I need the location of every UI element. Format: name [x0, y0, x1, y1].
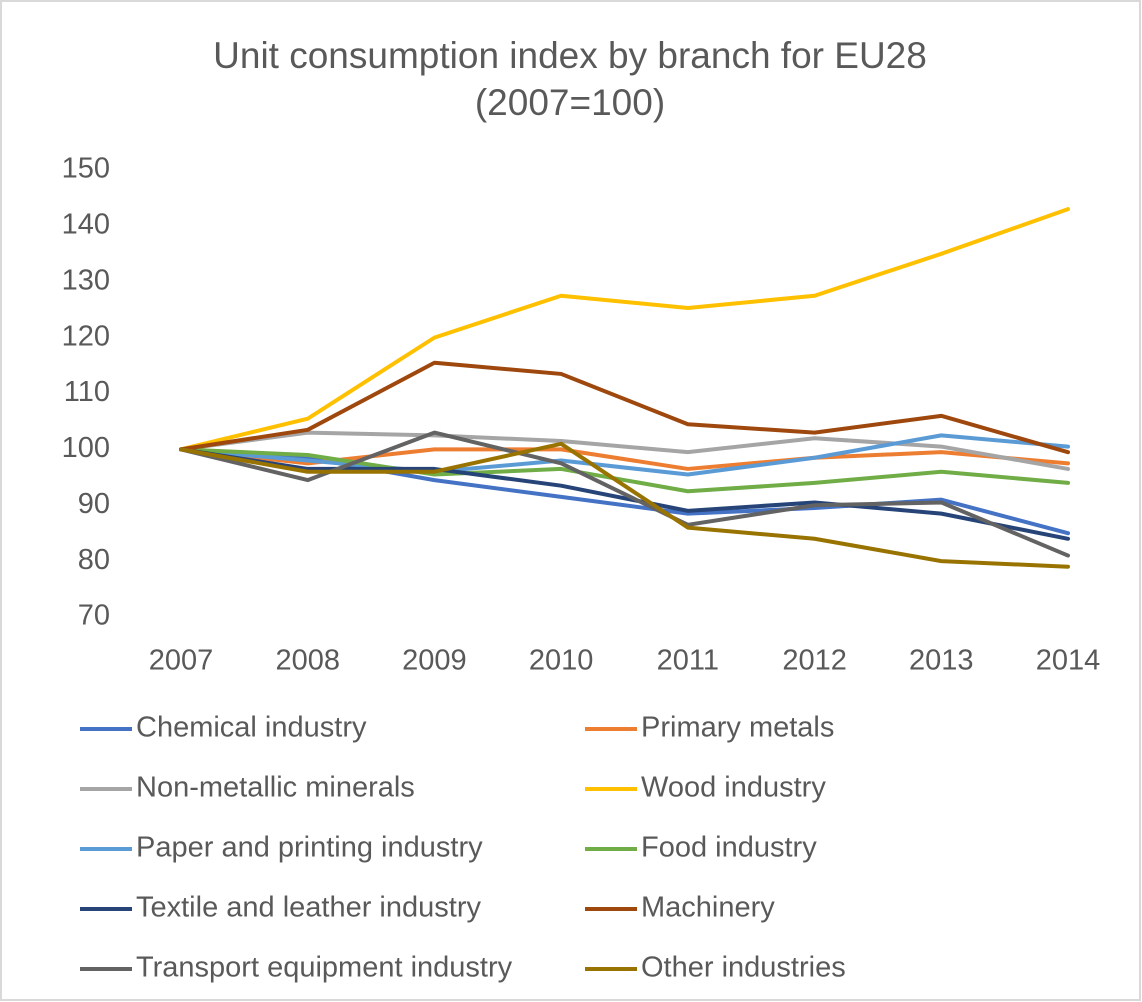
- series-line: [179, 447, 1070, 494]
- series-line: [179, 441, 1070, 569]
- x-tick-label: 2010: [529, 645, 594, 677]
- legend-label: Non-metallic minerals: [136, 772, 415, 804]
- series-line: [179, 360, 1070, 455]
- series-line: [179, 430, 1070, 471]
- x-tick-label: 2013: [909, 645, 974, 677]
- chart-subtitle: (2007=100): [475, 82, 665, 123]
- chart-title: Unit consumption index by branch for EU2…: [213, 35, 927, 76]
- y-tick-label: 140: [62, 209, 110, 241]
- legend-label: Food industry: [641, 832, 817, 864]
- series-line: [179, 447, 1070, 541]
- y-tick-label: 150: [62, 153, 110, 185]
- y-tick-label: 130: [62, 264, 110, 296]
- legend-label: Other industries: [641, 952, 846, 984]
- legend-label: Chemical industry: [136, 712, 367, 744]
- y-tick-label: 70: [78, 600, 110, 632]
- y-tick-label: 120: [62, 320, 110, 352]
- legend-label: Primary metals: [641, 712, 834, 744]
- y-tick-label: 110: [64, 376, 110, 408]
- x-tick-label: 2007: [149, 645, 214, 677]
- x-tick-label: 2014: [1036, 645, 1101, 677]
- y-tick-label: 100: [62, 432, 110, 464]
- legend-label: Textile and leather industry: [136, 892, 481, 924]
- x-tick-label: 2009: [402, 645, 467, 677]
- y-tick-label: 80: [78, 544, 110, 576]
- legend-label: Transport equipment industry: [136, 952, 513, 984]
- y-tick-label: 90: [78, 488, 110, 520]
- x-tick-label: 2012: [782, 645, 847, 677]
- legend-label: Wood industry: [641, 772, 826, 804]
- x-tick-label: 2011: [657, 645, 719, 677]
- series-line: [179, 433, 1070, 477]
- series-line: [179, 207, 1070, 452]
- x-tick-label: 2008: [275, 645, 340, 677]
- legend-label: Machinery: [641, 892, 775, 924]
- legend-label: Paper and printing industry: [136, 832, 483, 864]
